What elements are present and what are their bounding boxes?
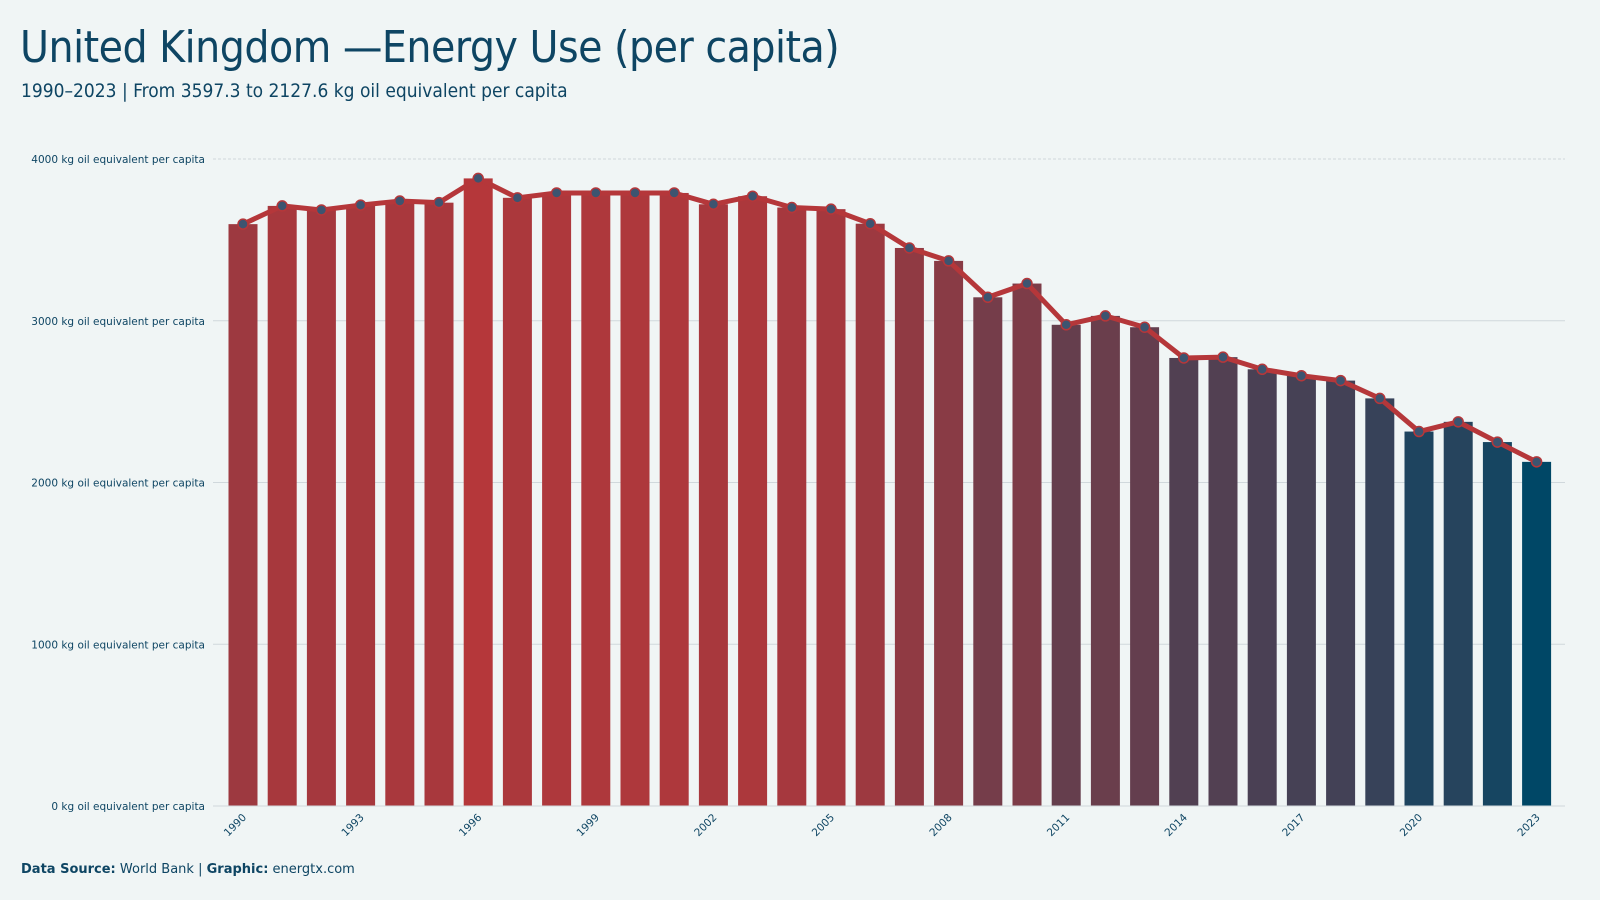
trend-line	[240, 175, 1540, 465]
bar-1995	[424, 202, 454, 807]
bar-1999	[581, 192, 611, 806]
y-tick-label: 0 kg oil equivalent per capita	[51, 801, 205, 813]
bar-2023	[1522, 461, 1552, 806]
bars	[228, 178, 1552, 807]
y-gridlines	[213, 158, 1565, 645]
bar-2018	[1326, 380, 1356, 806]
point-2009	[982, 291, 994, 304]
bar-2000	[620, 192, 650, 806]
bar-2016	[1247, 369, 1277, 806]
y-tick-label: 4000 kg oil equivalent per capita	[31, 154, 205, 166]
point-2003	[746, 190, 759, 202]
bar-2003	[738, 196, 768, 806]
point-2001	[668, 187, 680, 199]
point-1993	[354, 199, 367, 211]
bar-2013	[1130, 327, 1160, 806]
point-2012	[1099, 310, 1112, 322]
x-tick-label: 2023	[1515, 812, 1542, 839]
bar-2006	[855, 223, 885, 806]
x-tick-label: 2002	[692, 812, 719, 839]
x-tick-label: 2014	[1163, 811, 1191, 839]
point-2008	[942, 255, 955, 267]
x-tick-label: 2005	[810, 812, 837, 839]
bar-2001	[659, 192, 689, 806]
y-tick-label: 2000 kg oil equivalent per capita	[31, 478, 205, 490]
point-1991	[276, 200, 288, 212]
bar-2002	[698, 204, 728, 807]
bar-2015	[1208, 357, 1238, 806]
point-2021	[1452, 416, 1464, 428]
bar-2008	[934, 260, 964, 807]
bar-2012	[1090, 315, 1120, 806]
graphic-value: energtx.com	[272, 862, 355, 877]
chart-title: United Kingdom —Energy Use (per capita)	[20, 22, 840, 73]
bar-1992	[306, 209, 336, 807]
x-tick-label: 2017	[1280, 812, 1307, 839]
point-1999	[590, 187, 602, 199]
point-1998	[550, 187, 563, 199]
graphic-label: Graphic:	[206, 862, 269, 877]
x-tick-label: 1996	[457, 811, 485, 839]
bar-2022	[1482, 442, 1512, 806]
point-2019	[1374, 392, 1386, 405]
bar-2004	[777, 207, 807, 806]
point-2006	[864, 217, 876, 230]
bar-1993	[346, 205, 376, 806]
point-2015	[1217, 351, 1229, 363]
source-value: World Bank	[119, 862, 194, 877]
y-tick-label: 3000 kg oil equivalent per capita	[31, 316, 205, 328]
point-2013	[1138, 321, 1151, 333]
point-2011	[1060, 319, 1072, 331]
point-2005	[825, 203, 837, 215]
line-markers	[237, 172, 1543, 468]
bar-2011	[1051, 324, 1081, 806]
y-tick-label: 1000 kg oil equivalent per capita	[31, 639, 205, 651]
point-2023	[1530, 456, 1543, 468]
bar-2017	[1286, 375, 1316, 806]
point-2000	[629, 187, 641, 199]
point-2020	[1413, 425, 1425, 438]
point-1992	[315, 204, 328, 216]
bar-1997	[502, 197, 532, 806]
bar-1990	[228, 224, 258, 806]
x-tick-label: 2020	[1398, 812, 1425, 839]
bar-2005	[816, 209, 846, 806]
point-2016	[1256, 363, 1268, 376]
x-tick-label: 1993	[339, 812, 366, 839]
point-2010	[1021, 277, 1033, 290]
bar-1996	[463, 178, 493, 806]
x-tick-label: 1990	[222, 812, 249, 839]
point-2002	[707, 198, 720, 211]
bar-2009	[973, 297, 1003, 806]
point-1995	[433, 196, 445, 209]
x-tick-label: 1999	[575, 812, 602, 839]
source-label: Data Source:	[21, 862, 116, 877]
bar-2019	[1365, 398, 1395, 806]
bar-2010	[1012, 283, 1042, 806]
footer-separator: |	[198, 862, 203, 877]
point-2022	[1491, 436, 1504, 448]
point-1996	[472, 172, 484, 185]
bar-1994	[385, 201, 415, 806]
point-2004	[786, 201, 798, 214]
chart-footer: Data Source: World Bank | Graphic: energ…	[21, 862, 355, 877]
x-tick-label: 2008	[927, 812, 954, 839]
bar-1998	[542, 192, 572, 806]
point-2007	[903, 242, 916, 254]
chart-subtitle: 1990–2023 | From 3597.3 to 2127.6 kg oil…	[21, 80, 568, 102]
bar-2007	[894, 247, 924, 806]
point-1990	[237, 218, 249, 230]
point-2014	[1178, 352, 1190, 364]
point-2018	[1334, 374, 1347, 387]
bar-1991	[267, 205, 297, 807]
x-tick-label: 2011	[1045, 812, 1072, 839]
bar-2020	[1404, 431, 1434, 806]
point-1997	[511, 192, 524, 204]
point-2017	[1295, 369, 1308, 382]
bar-2021	[1443, 421, 1473, 806]
bar-2014	[1169, 357, 1199, 806]
point-1994	[394, 195, 406, 207]
